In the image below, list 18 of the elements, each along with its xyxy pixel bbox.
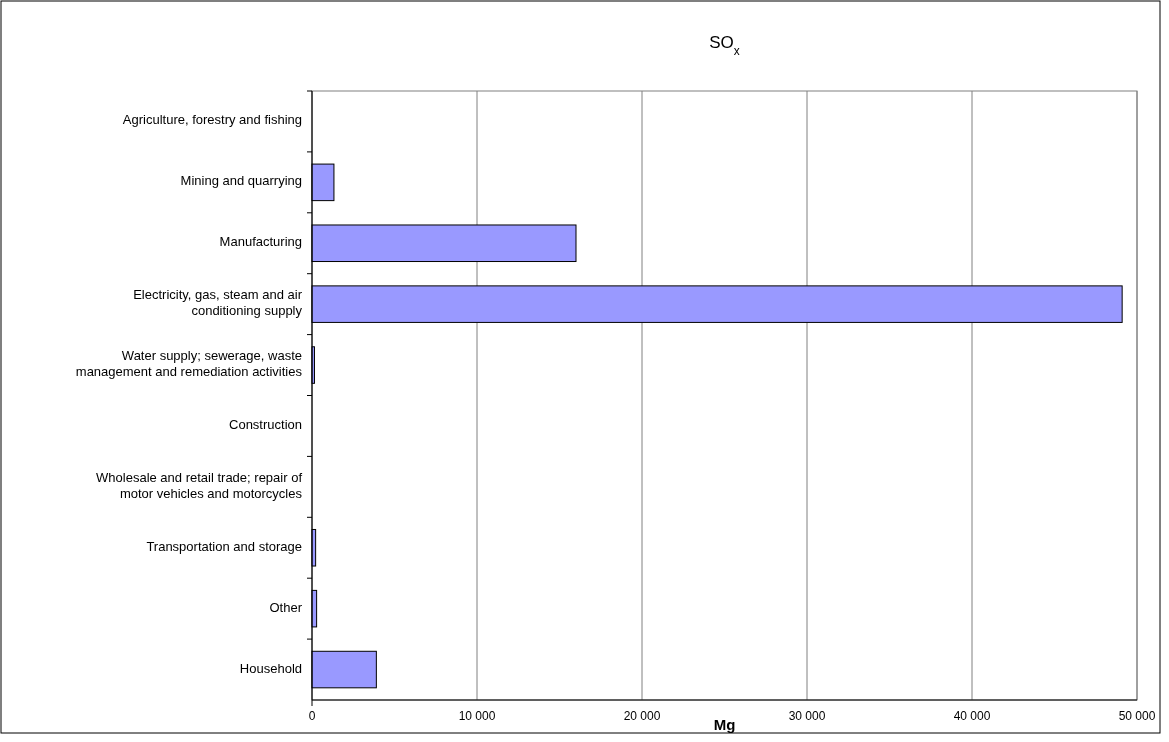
y-tick-label: Other — [269, 600, 303, 616]
y-tick-label: Electricity, gas, steam and air conditioning supply — [133, 287, 303, 319]
y-tick-label: Transportation and storage — [146, 539, 302, 555]
y-tick-label: Construction — [229, 417, 302, 433]
x-tick-label: 0 — [308, 709, 316, 723]
x-tick-label: 40 000 — [953, 709, 991, 723]
y-tick-label: Manufacturing — [219, 234, 302, 250]
x-tick-label: 50 000 — [1118, 709, 1156, 723]
x-tick-label: 10 000 — [458, 709, 496, 723]
x-tick-label: 20 000 — [623, 709, 661, 723]
y-tick-label: Mining and quarrying — [180, 173, 302, 189]
x-axis-title: Mg — [713, 716, 736, 733]
y-tick-label: Agriculture, forestry and fishing — [122, 112, 302, 128]
y-tick-label: Household — [239, 660, 302, 676]
chart-title: SO$_{x}$ — [709, 33, 740, 58]
y-tick-label: Wholesale and retail trade; repair of motor vehicles and motorcycles — [96, 470, 303, 502]
y-tick-label: Water supply; sewerage, waste management and remediation activities — [75, 348, 303, 380]
x-tick-label: 30 000 — [788, 709, 826, 723]
